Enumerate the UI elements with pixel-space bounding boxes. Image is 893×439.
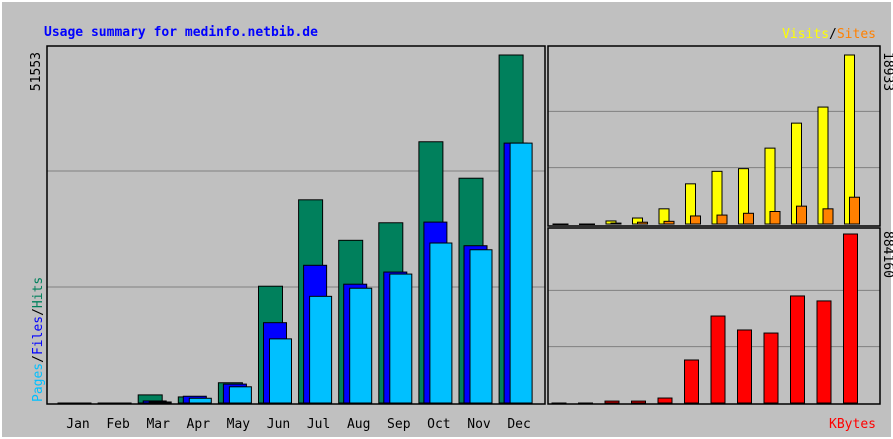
panel-frame xyxy=(547,45,881,227)
bar xyxy=(557,223,569,225)
panel-frame xyxy=(46,45,546,405)
bar xyxy=(631,400,646,404)
bar xyxy=(188,397,212,404)
bar xyxy=(763,332,779,404)
x-tick-label: Feb xyxy=(106,417,130,432)
bar xyxy=(817,106,829,225)
bar xyxy=(822,208,834,225)
legend-entry: Pages xyxy=(31,363,46,402)
legend-entry: Hits xyxy=(31,277,46,308)
bar xyxy=(637,221,648,225)
legend: Pages/Files/Hits xyxy=(31,277,46,402)
legend-entry: KBytes xyxy=(829,417,876,432)
bar xyxy=(269,338,292,404)
separator: / xyxy=(31,355,46,363)
bar xyxy=(584,223,595,225)
y-tick-label: 51553 xyxy=(29,52,44,91)
x-tick-label: Jul xyxy=(307,417,330,432)
bar xyxy=(743,212,754,225)
x-tick-label: May xyxy=(227,417,251,432)
bar xyxy=(663,220,675,225)
bar xyxy=(690,215,701,225)
separator: / xyxy=(31,308,46,316)
x-tick-label: Apr xyxy=(187,417,211,432)
separator: / xyxy=(829,27,837,42)
bar xyxy=(849,196,860,225)
bar xyxy=(710,315,726,404)
legend-entry: Sites xyxy=(837,27,876,42)
bar xyxy=(228,386,252,404)
bar xyxy=(657,397,673,404)
x-tick-label: Jun xyxy=(267,417,290,432)
y-tick-label: 884160 xyxy=(880,231,893,278)
bar xyxy=(790,295,805,404)
x-tick-label: Mar xyxy=(146,417,170,432)
x-tick-label: Sep xyxy=(387,417,411,432)
chart-title: Usage summary for medinfo.netbib.de xyxy=(44,25,318,40)
bar xyxy=(389,273,413,404)
bar xyxy=(769,211,781,225)
bar xyxy=(796,205,807,225)
bar xyxy=(349,287,373,404)
x-tick-label: Dec xyxy=(507,417,530,432)
bar xyxy=(429,242,453,404)
panel-frame xyxy=(547,227,881,405)
x-tick-label: Aug xyxy=(347,417,370,432)
x-tick-label: Jan xyxy=(66,417,89,432)
bar xyxy=(843,233,858,404)
bar xyxy=(309,295,333,404)
y-tick-label: 18933 xyxy=(880,52,893,91)
bar xyxy=(469,249,493,404)
legend: KBytes xyxy=(829,417,876,432)
bar xyxy=(737,329,752,404)
bar xyxy=(716,214,728,225)
bar xyxy=(148,401,172,404)
x-tick-label: Nov xyxy=(467,417,491,432)
bar xyxy=(604,400,620,404)
bar xyxy=(816,300,832,404)
bar xyxy=(684,359,699,404)
legend-entry: Files xyxy=(31,316,46,355)
legend: Visits/Sites xyxy=(782,27,876,42)
legend-entry: Visits xyxy=(782,27,829,42)
bar xyxy=(509,142,533,404)
bar xyxy=(610,222,622,225)
x-tick-label: Oct xyxy=(427,417,450,432)
